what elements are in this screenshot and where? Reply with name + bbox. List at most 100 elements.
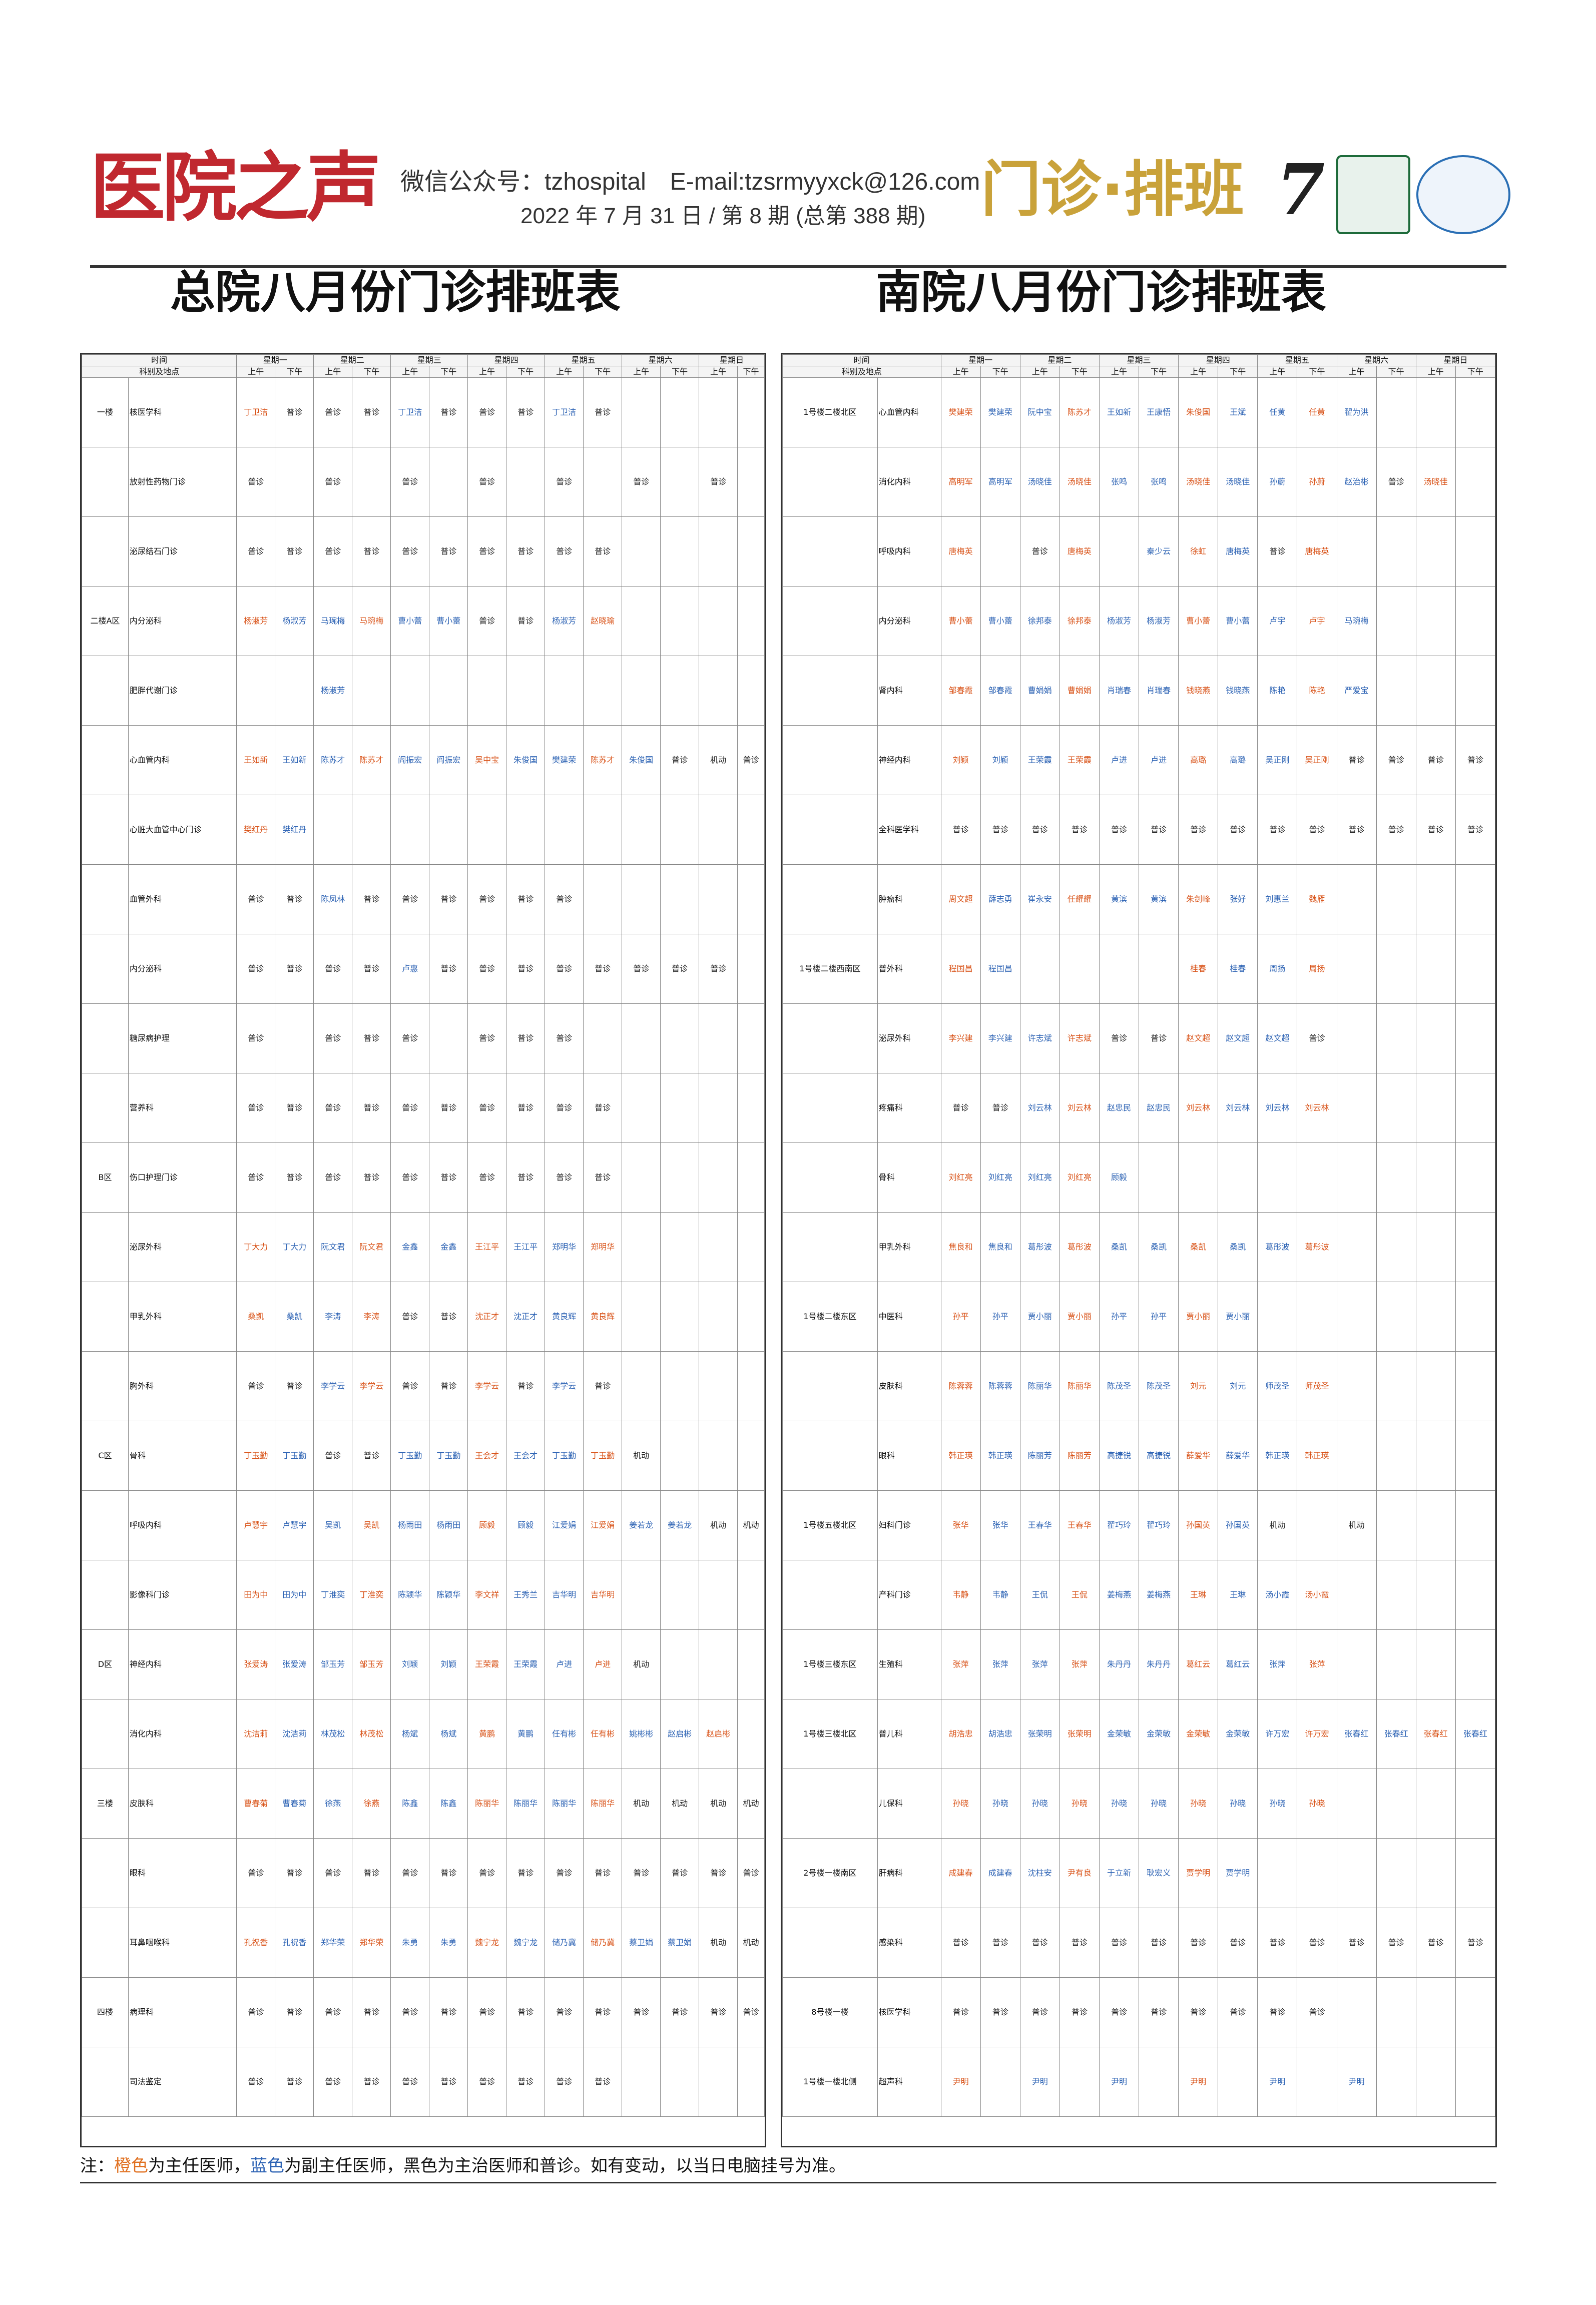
department-cell: 神经内科 [128,1629,237,1699]
area-cell [82,864,129,934]
doctor-cell: 曹娟娟 [1019,656,1060,726]
area-cell: 三楼 [82,1769,129,1839]
doctor-cell: 黄鹏 [467,1699,507,1769]
doctor-cell: 崔永安 [1019,864,1060,934]
doctor-cell [1376,1560,1416,1630]
doctor-cell: 江爱娟 [583,1490,623,1560]
doctor-cell: 卢慧宇 [275,1490,314,1560]
doctor-cell: 吴正刚 [1257,725,1298,795]
doctor-cell: 林茂松 [313,1699,353,1769]
doctor-cell [1455,1142,1496,1213]
half-day-header: 下午 [1455,366,1496,378]
table-row: 耳鼻咽喉科 孔祝香 孔祝香 郑华荣 郑华荣 朱勇 朱勇 魏宁龙 魏宁龙 储乃冀 储乃冀 蔡卫娟 蔡卫娟机… [82,1908,765,1978]
doctor-cell: 普诊 [940,1977,981,2047]
area-cell: 二楼A区 [82,586,129,656]
table-row: 甲乳外科 焦良和 焦良和 葛彤波 葛彤波 桑凯 桑凯 桑凯 桑凯 葛彤波 葛彤波 [782,1212,1496,1282]
doctor-cell: 普诊 [583,2047,623,2117]
doctor-cell: 高明军 [980,447,1020,517]
doctor-cell [660,1003,700,1073]
doctor-cell [1297,1490,1337,1560]
doctor-cell: 陈颖华 [429,1560,468,1630]
doctor-cell: 普诊 [467,377,507,447]
doctor-cell [622,377,661,447]
doctor-cell: 韩正瑛 [1297,1421,1337,1491]
department-cell: 甲乳外科 [877,1212,941,1282]
table-row: 呼吸内科 唐梅英 普诊 唐梅英 秦少云 徐虹 唐梅英 普诊 唐梅英 [782,516,1496,587]
doctor-cell [1178,1142,1219,1213]
department-cell: 泌尿外科 [128,1212,237,1282]
doctor-cell [1218,2047,1258,2117]
doctor-cell: 普诊 [236,516,276,587]
doctor-cell: 张荣明 [1059,1699,1100,1769]
doctor-cell: 普诊 [275,2047,314,2117]
doctor-cell: 周文超 [940,864,981,934]
doctor-cell: 孙平 [980,1282,1020,1352]
half-day-header: 下午 [660,366,700,378]
doctor-cell: 李学云 [313,1351,353,1421]
doctor-cell: 刘颖 [429,1629,468,1699]
masthead: 医院之声 微信公众号：tzhospital E-mail:tzsrmyyxck@… [90,150,1510,265]
doctor-cell [1336,934,1377,1004]
doctor-cell [545,656,584,726]
table-row: 内分泌科 普诊 普诊 普诊 普诊 卢惠 普诊 普诊 普诊 普诊 普诊 普诊 普诊 普诊 [82,934,765,1004]
area-cell [782,1560,878,1630]
doctor-cell: 普诊 [583,934,623,1004]
doctor-cell: 普诊 [352,1977,391,2047]
doctor-cell: 丁大力 [236,1212,276,1282]
doctor-cell: 普诊 [1336,795,1377,865]
doctor-cell: 普诊 [1139,1003,1179,1073]
doctor-cell: 王斌 [1218,377,1258,447]
doctor-cell: 孙晓 [980,1769,1020,1839]
doctor-cell: 黄滨 [1139,864,1179,934]
doctor-cell: 普诊 [429,1282,468,1352]
doctor-cell: 徐燕 [352,1769,391,1839]
doctor-cell: 王如新 [1099,377,1140,447]
doctor-cell [1297,1142,1337,1213]
doctor-cell [1336,1560,1377,1630]
department-cell: 全科医学科 [877,795,941,865]
department-cell: 疼痛科 [877,1073,941,1143]
doctor-cell: 桑凯 [236,1282,276,1352]
doctor-cell [622,656,661,726]
doctor-cell: 普诊 [1257,795,1298,865]
doctor-cell [1336,1769,1377,1839]
doctor-cell: 普诊 [1019,795,1060,865]
doctor-cell: 普诊 [236,1977,276,2047]
half-day-header: 上午 [236,366,276,378]
doctor-cell: 赵忠民 [1139,1073,1179,1143]
doctor-cell: 张鸣 [1139,447,1179,517]
doctor-cell [1415,1421,1456,1491]
doctor-cell [1336,1351,1377,1421]
department-cell: 内分泌科 [128,934,237,1004]
doctor-cell [1455,864,1496,934]
area-cell [82,516,129,587]
doctor-cell: 普诊 [980,1977,1020,2047]
doctor-cell [506,656,546,726]
doctor-cell: 普诊 [1218,1977,1258,2047]
doctor-cell: 普诊 [1297,795,1337,865]
doctor-cell: 普诊 [352,934,391,1004]
doctor-cell [583,447,623,517]
doctor-cell [1455,1282,1496,1352]
area-cell [82,1073,129,1143]
doctor-cell: 陈丽华 [545,1769,584,1839]
half-day-header: 上午 [622,366,661,378]
doctor-cell: 徐邦泰 [1059,586,1100,656]
doctor-cell: 钱晓燕 [1218,656,1258,726]
doctor-cell: 普诊 [506,864,546,934]
area-cell [82,1560,129,1630]
doctor-cell: 张萍 [1059,1629,1100,1699]
doctor-cell: 张春红 [1415,1699,1456,1769]
doctor-cell: 机动 [699,1908,738,1978]
doctor-cell [429,656,468,726]
doctor-cell [737,795,765,865]
doctor-cell [1297,1282,1337,1352]
doctor-cell [737,377,765,447]
doctor-cell: 李学云 [467,1351,507,1421]
doctor-cell: 普诊 [1059,1908,1100,1978]
doctor-cell: 普诊 [352,1142,391,1213]
department-cell: 放射性药物门诊 [128,447,237,517]
doctor-cell: 赵治彬 [1336,447,1377,517]
doctor-cell: 普诊 [313,447,353,517]
doctor-cell: 朱勇 [390,1908,430,1978]
